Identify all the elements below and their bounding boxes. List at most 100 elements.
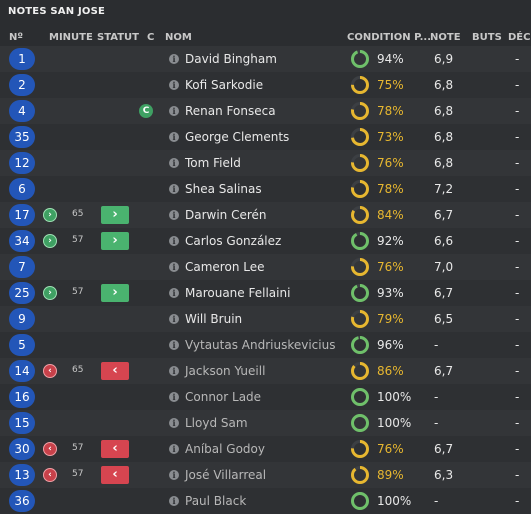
info-icon[interactable]: i (169, 158, 179, 168)
player-name[interactable]: José Villarreal (185, 468, 267, 482)
col-number[interactable]: Nº (9, 32, 24, 43)
player-name[interactable]: Shea Salinas (185, 182, 262, 196)
condition-value: 86% (377, 364, 404, 378)
player-name[interactable]: Carlos González (185, 234, 282, 248)
player-ratings-table: 1 i David Bingham 94% 6,9 - 2 i Kofi Sarkodie 75%… (0, 46, 531, 514)
substituted-out-icon: ‹ (43, 468, 57, 482)
table-row[interactable]: 17 › 65 › i Darwin Cerén 84% 6,7 - (0, 202, 531, 228)
condition-value: 100% (377, 494, 412, 508)
table-row[interactable]: 1 i David Bingham 94% 6,9 - (0, 46, 531, 72)
table-row[interactable]: 13 ‹ 57 ‹ i José Villarreal 89% 6,3 - (0, 462, 531, 488)
condition-value: 76% (377, 260, 404, 274)
table-row[interactable]: 15 i Lloyd Sam 100% - - (0, 410, 531, 436)
info-icon[interactable]: i (169, 236, 179, 246)
table-row[interactable]: 25 › 57 › i Marouane Fellaini 93% 6,7 - (0, 280, 531, 306)
shirt-number-badge: 30 (9, 438, 35, 460)
condition-ring-icon (351, 50, 369, 68)
table-row[interactable]: 34 › 57 › i Carlos González 92% 6,6 - (0, 228, 531, 254)
decision-value: - (515, 286, 520, 300)
rating-value: - (434, 390, 439, 404)
table-row[interactable]: 2 i Kofi Sarkodie 75% 6,8 - (0, 72, 531, 98)
col-rating[interactable]: NOTE (430, 32, 461, 43)
condition-value: 73% (377, 130, 404, 144)
player-name[interactable]: Connor Lade (185, 390, 262, 404)
table-row[interactable]: 5 i Vytautas Andriuskevicius 96% - - (0, 332, 531, 358)
rating-value: 6,3 (434, 468, 454, 482)
info-icon[interactable]: i (169, 210, 179, 220)
decision-value: - (515, 338, 520, 352)
shirt-number-badge: 35 (9, 126, 35, 148)
condition-ring-icon (351, 440, 369, 458)
player-name[interactable]: Kofi Sarkodie (185, 78, 264, 92)
col-dec[interactable]: DÉC (508, 32, 531, 43)
info-icon[interactable]: i (169, 392, 179, 402)
condition-value: 75% (377, 78, 404, 92)
info-icon[interactable]: i (169, 470, 179, 480)
player-name[interactable]: Marouane Fellaini (185, 286, 291, 300)
player-name[interactable]: Darwin Cerén (185, 208, 267, 222)
info-icon[interactable]: i (169, 262, 179, 272)
info-icon[interactable]: i (169, 106, 179, 116)
player-name[interactable]: Vytautas Andriuskevicius (185, 338, 336, 352)
table-row[interactable]: 36 i Paul Black 100% - - (0, 488, 531, 514)
decision-value: - (515, 364, 520, 378)
player-name[interactable]: Will Bruin (185, 312, 243, 326)
info-icon[interactable]: i (169, 340, 179, 350)
player-name[interactable]: Aníbal Godoy (185, 442, 265, 456)
col-condition[interactable]: CONDITION P... (347, 32, 432, 43)
info-icon[interactable]: i (169, 444, 179, 454)
chevron-right-icon[interactable]: › (101, 206, 129, 224)
info-icon[interactable]: i (169, 366, 179, 376)
chevron-right-icon[interactable]: › (101, 232, 129, 250)
table-row[interactable]: 16 i Connor Lade 100% - - (0, 384, 531, 410)
info-icon[interactable]: i (169, 54, 179, 64)
table-row[interactable]: 9 i Will Bruin 79% 6,5 - (0, 306, 531, 332)
chevron-left-icon[interactable]: ‹ (101, 440, 129, 458)
substituted-out-icon: ‹ (43, 364, 57, 378)
table-row[interactable]: 30 ‹ 57 ‹ i Aníbal Godoy 76% 6,7 - (0, 436, 531, 462)
shirt-number-badge: 15 (9, 412, 35, 434)
player-name[interactable]: Tom Field (185, 156, 241, 170)
player-name[interactable]: Paul Black (185, 494, 247, 508)
player-name[interactable]: Lloyd Sam (185, 416, 248, 430)
info-icon[interactable]: i (169, 184, 179, 194)
table-row[interactable]: 35 i George Clements 73% 6,8 - (0, 124, 531, 150)
decision-value: - (515, 234, 520, 248)
info-icon[interactable]: i (169, 288, 179, 298)
rating-value: - (434, 338, 439, 352)
info-icon[interactable]: i (169, 80, 179, 90)
info-icon[interactable]: i (169, 314, 179, 324)
player-name[interactable]: David Bingham (185, 52, 277, 66)
info-icon[interactable]: i (169, 496, 179, 506)
chevron-right-icon[interactable]: › (101, 284, 129, 302)
player-name[interactable]: Cameron Lee (185, 260, 265, 274)
condition-value: 93% (377, 286, 404, 300)
condition-ring-icon (351, 128, 369, 146)
decision-value: - (515, 442, 520, 456)
table-row[interactable]: 14 ‹ 65 ‹ i Jackson Yueill 86% 6,7 - (0, 358, 531, 384)
rating-value: 6,7 (434, 364, 454, 378)
condition-ring-icon (351, 154, 369, 172)
chevron-left-icon[interactable]: ‹ (101, 362, 129, 380)
player-name[interactable]: Jackson Yueill (185, 364, 266, 378)
captain-badge-icon: C (139, 104, 153, 118)
condition-ring-icon (351, 284, 369, 302)
col-captain[interactable]: C (147, 32, 155, 43)
player-name[interactable]: Renan Fonseca (185, 104, 276, 118)
table-row[interactable]: 6 i Shea Salinas 78% 7,2 - (0, 176, 531, 202)
condition-ring-icon (351, 466, 369, 484)
player-name[interactable]: George Clements (185, 130, 290, 144)
info-icon[interactable]: i (169, 132, 179, 142)
col-minute[interactable]: MINUTE (49, 32, 93, 43)
table-row[interactable]: 12 i Tom Field 76% 6,8 - (0, 150, 531, 176)
info-icon[interactable]: i (169, 418, 179, 428)
col-name[interactable]: NOM (165, 32, 192, 43)
shirt-number-badge: 5 (9, 334, 35, 356)
substitution-minute: 57 (72, 443, 84, 453)
chevron-left-icon[interactable]: ‹ (101, 466, 129, 484)
col-status[interactable]: STATUT (97, 32, 139, 43)
col-goals[interactable]: BUTS (472, 32, 502, 43)
rating-value: 6,8 (434, 130, 454, 144)
table-row[interactable]: 7 i Cameron Lee 76% 7,0 - (0, 254, 531, 280)
